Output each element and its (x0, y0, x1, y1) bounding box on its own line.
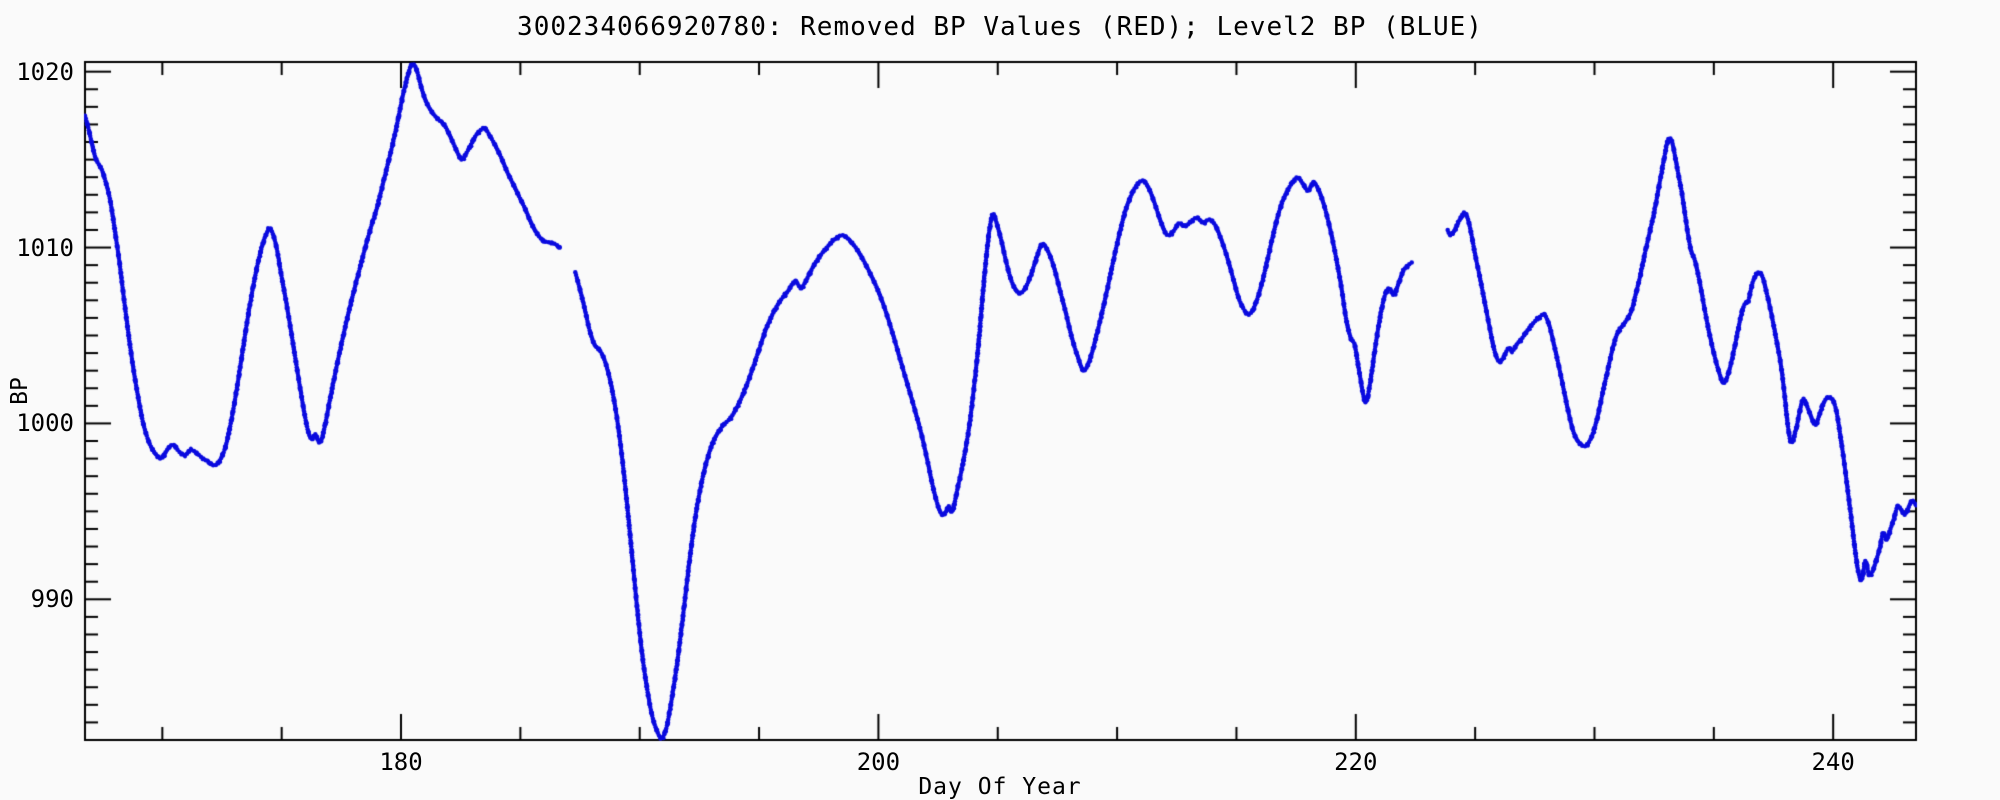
x-tick-label: 200 (856, 748, 901, 776)
x-tick-label: 180 (379, 748, 423, 776)
x-axis-label: Day Of Year (918, 774, 1082, 800)
x-tick-label: 220 (1334, 748, 1378, 776)
y-tick-label: 1020 (16, 57, 74, 86)
y-tick-label: 990 (30, 585, 74, 614)
y-tick-label: 1000 (16, 409, 74, 438)
x-tick-label: 240 (1811, 748, 1855, 776)
y-tick-label: 1010 (16, 233, 74, 262)
chart-title: 300234066920780: Removed BP Values (RED)… (517, 12, 1483, 42)
